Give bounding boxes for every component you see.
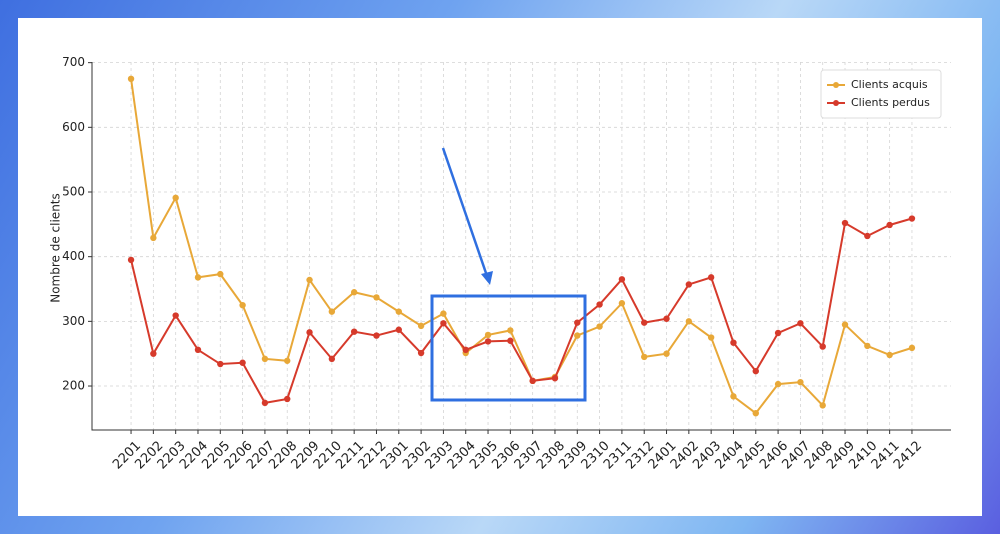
y-tick-label: 300 <box>62 314 85 328</box>
data-point <box>886 351 893 359</box>
data-point <box>194 274 202 281</box>
plot-area: 2003004005006007002201220222032204220522… <box>62 55 951 472</box>
series-line <box>130 78 913 415</box>
data-point <box>395 326 402 333</box>
data-point <box>819 402 826 409</box>
data-point <box>596 301 603 308</box>
data-point <box>239 359 246 366</box>
data-point <box>217 360 224 368</box>
data-point <box>730 339 737 346</box>
data-point <box>150 234 157 242</box>
data-point <box>306 329 313 336</box>
data-point <box>707 274 715 281</box>
data-point <box>507 327 514 334</box>
axes <box>91 62 951 431</box>
data-point <box>774 329 782 337</box>
data-point <box>239 301 246 309</box>
data-point <box>707 334 715 341</box>
data-point <box>440 310 447 317</box>
arrow-head <box>481 271 493 285</box>
data-point <box>797 378 804 386</box>
data-point <box>217 270 224 278</box>
legend-marker <box>833 100 839 106</box>
data-point <box>663 315 670 322</box>
data-point <box>574 332 581 339</box>
data-point <box>150 350 157 357</box>
data-point <box>261 399 269 407</box>
highlight-box <box>430 294 587 402</box>
data-point <box>864 342 871 350</box>
legend-marker <box>833 82 839 88</box>
data-point <box>373 294 380 301</box>
data-point <box>172 194 179 202</box>
data-point <box>462 346 469 354</box>
y-tick-label: 200 <box>62 379 85 393</box>
legend-box <box>820 69 942 119</box>
data-point <box>127 256 135 264</box>
data-point <box>507 337 514 344</box>
data-point <box>618 276 626 283</box>
data-point <box>417 349 425 357</box>
data-point <box>641 353 648 361</box>
data-point <box>194 346 202 354</box>
data-point <box>284 395 291 403</box>
data-point <box>908 344 916 352</box>
data-point <box>752 367 759 375</box>
data-point <box>395 308 402 315</box>
data-point <box>908 215 916 222</box>
data-point <box>596 323 603 330</box>
data-point <box>797 320 804 327</box>
data-point <box>551 375 559 382</box>
legend-label: Clients acquis <box>851 78 928 91</box>
data-point <box>284 357 291 364</box>
data-point <box>328 355 336 363</box>
data-point <box>685 318 693 325</box>
data-point <box>306 276 313 284</box>
data-point <box>841 219 849 227</box>
y-tick-label: 400 <box>62 249 85 263</box>
data-point <box>172 312 179 319</box>
data-point <box>440 320 447 327</box>
data-point <box>641 319 648 326</box>
data-point <box>819 343 826 350</box>
data-point <box>886 221 893 229</box>
data-point <box>328 308 336 315</box>
data-point <box>484 338 492 345</box>
data-point <box>417 322 425 330</box>
data-point <box>261 355 269 363</box>
data-point <box>484 331 492 339</box>
annotation-arrow <box>441 147 489 277</box>
y-tick-label: 500 <box>62 184 85 198</box>
data-point <box>618 300 626 307</box>
legend-label: Clients perdus <box>851 96 930 109</box>
y-tick-label: 600 <box>62 120 85 134</box>
data-point <box>529 377 536 385</box>
data-point <box>574 319 581 326</box>
y-tick-label: 700 <box>62 55 85 69</box>
data-point <box>373 332 380 339</box>
data-point <box>663 350 670 357</box>
data-point <box>864 232 871 240</box>
data-point <box>752 409 759 417</box>
data-point <box>774 380 782 388</box>
data-point <box>730 393 737 400</box>
data-point <box>841 321 849 328</box>
data-point <box>127 75 135 83</box>
data-point <box>685 281 693 288</box>
series-line <box>130 217 913 404</box>
data-point <box>350 328 358 335</box>
y-axis-label: Nombre de clients <box>49 193 63 303</box>
data-point <box>350 289 358 296</box>
